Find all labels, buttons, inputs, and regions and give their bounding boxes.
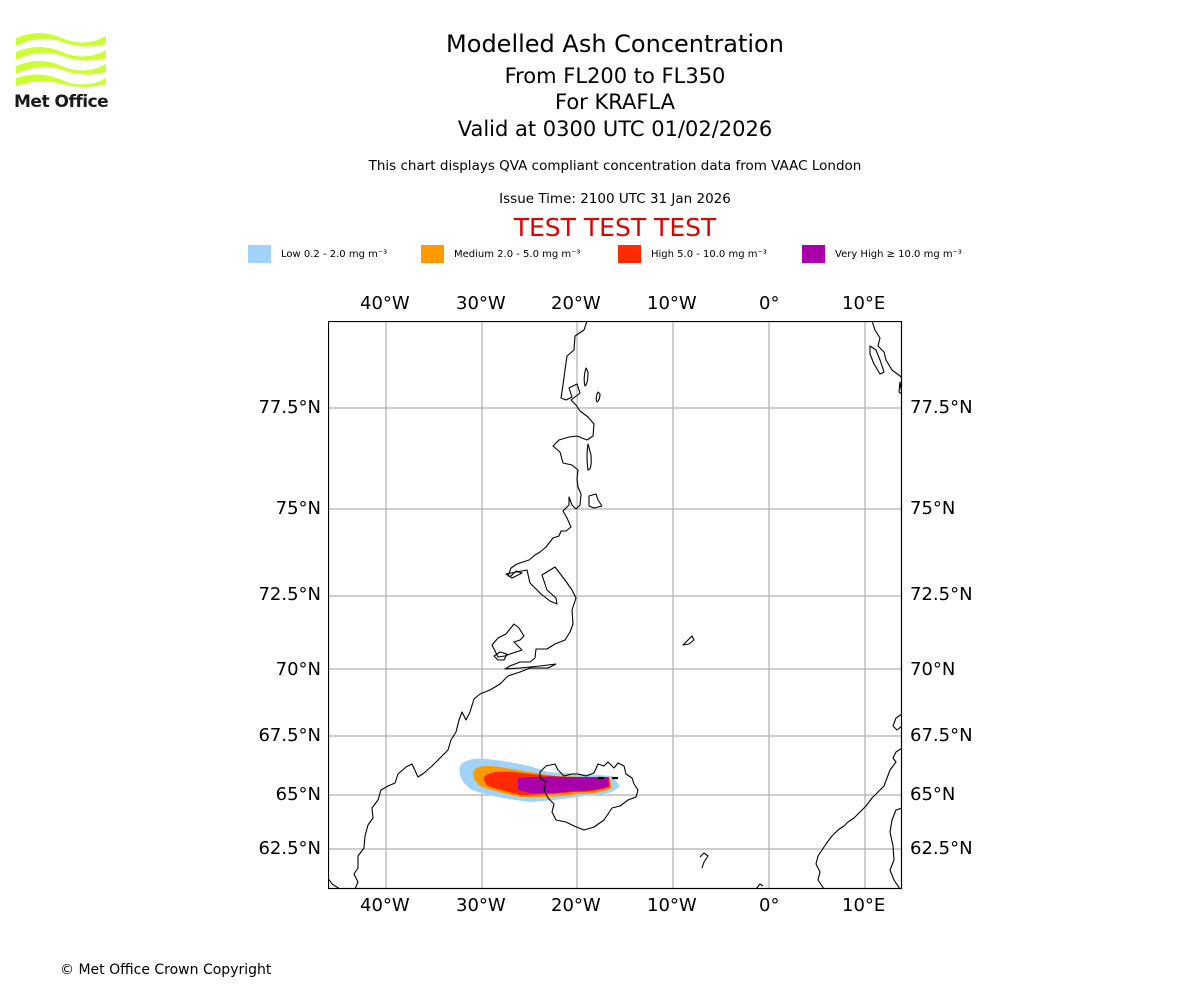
inlet-1 xyxy=(491,623,525,658)
lat-tick-right: 75°N xyxy=(910,498,956,519)
island-3 xyxy=(586,443,592,471)
lon-tick-bottom: 30°W xyxy=(456,895,506,916)
coastline-greenland xyxy=(353,321,595,889)
lat-tick-right: 72.5°N xyxy=(910,584,973,605)
met-office-logo: Met Office xyxy=(14,30,109,112)
lat-tick-right: 65°N xyxy=(910,784,956,805)
valid-time: Valid at 0300 UTC 01/02/2026 xyxy=(457,117,773,141)
lat-tick-left: 77.5°N xyxy=(258,397,321,418)
coastline-greenland-south xyxy=(328,877,341,889)
svalbard-island xyxy=(869,345,885,375)
lon-tick-bottom: 40°W xyxy=(360,895,410,916)
coastline-norway-3 xyxy=(889,807,902,889)
lat-tick-left: 72.5°N xyxy=(258,584,321,605)
lon-tick-top: 10°W xyxy=(647,293,697,314)
lon-tick-top: 40°W xyxy=(360,293,410,314)
volcano-name: For KRAFLA xyxy=(555,90,675,114)
issue-time: Issue Time: 2100 UTC 31 Jan 2026 xyxy=(499,191,731,207)
lon-tick-bottom: 20°W xyxy=(551,895,601,916)
legend-item-medium: Medium 2.0 - 5.0 mg m⁻³ xyxy=(421,244,580,264)
coastline-iceland xyxy=(539,761,639,831)
chart-description: This chart displays QVA compliant concen… xyxy=(368,158,862,174)
island-4 xyxy=(588,493,603,509)
lat-tick-right: 67.5°N xyxy=(910,725,973,746)
lon-tick-top: 20°W xyxy=(551,293,601,314)
legend-swatch-low xyxy=(248,245,271,263)
lat-tick-left: 70°N xyxy=(275,659,321,680)
lon-tick-top: 30°W xyxy=(456,293,506,314)
legend-label-high: High 5.0 - 10.0 mg m⁻³ xyxy=(651,248,767,260)
lon-tick-top: 0° xyxy=(759,293,780,314)
legend-label-low: Low 0.2 - 2.0 mg m⁻³ xyxy=(281,248,388,260)
legend-item-very-high: Very High ≥ 10.0 mg m⁻³ xyxy=(802,244,962,264)
flight-level-range: From FL200 to FL350 xyxy=(504,64,726,88)
logo-text: Met Office xyxy=(14,92,109,112)
lat-tick-right: 77.5°N xyxy=(910,397,973,418)
island-2 xyxy=(595,391,601,403)
coastlines xyxy=(328,321,902,889)
legend-item-low: Low 0.2 - 2.0 mg m⁻³ xyxy=(248,244,387,264)
legend-label-medium: Medium 2.0 - 5.0 mg m⁻³ xyxy=(454,248,581,260)
copyright-notice: © Met Office Crown Copyright xyxy=(60,962,272,978)
chart-title: Modelled Ash Concentration xyxy=(446,30,784,58)
lon-tick-bottom: 10°E xyxy=(842,895,886,916)
test-banner: TEST TEST TEST xyxy=(513,213,717,242)
map-panel xyxy=(328,321,903,890)
lat-tick-right: 70°N xyxy=(910,659,956,680)
lon-tick-bottom: 10°W xyxy=(647,895,697,916)
legend-label-very-high: Very High ≥ 10.0 mg m⁻³ xyxy=(835,248,962,260)
lat-tick-left: 62.5°N xyxy=(258,838,321,859)
coastline-shetland xyxy=(755,883,764,889)
coastline-norway xyxy=(892,713,902,731)
map-border xyxy=(328,321,903,890)
coastline-norway-2 xyxy=(815,747,902,889)
legend-item-high: High 5.0 - 10.0 mg m⁻³ xyxy=(618,244,767,264)
legend-swatch-very-high xyxy=(802,245,825,263)
lon-tick-top: 10°E xyxy=(842,293,886,314)
gridlines xyxy=(328,321,902,889)
logo-waves-icon xyxy=(16,33,106,87)
island-1 xyxy=(583,367,589,387)
ash-very-high xyxy=(518,776,609,794)
lat-tick-left: 65°N xyxy=(275,784,321,805)
coastline-svalbard xyxy=(871,321,902,379)
inlet-2 xyxy=(493,651,508,661)
lat-tick-left: 75°N xyxy=(275,498,321,519)
faroe-islands xyxy=(699,852,709,869)
lon-tick-bottom: 0° xyxy=(759,895,780,916)
ash-cloud xyxy=(459,758,620,802)
lat-tick-right: 62.5°N xyxy=(910,838,973,859)
legend-swatch-high xyxy=(618,245,641,263)
lat-tick-left: 67.5°N xyxy=(258,725,321,746)
jan-mayen xyxy=(682,635,695,646)
legend-swatch-medium xyxy=(421,245,444,263)
